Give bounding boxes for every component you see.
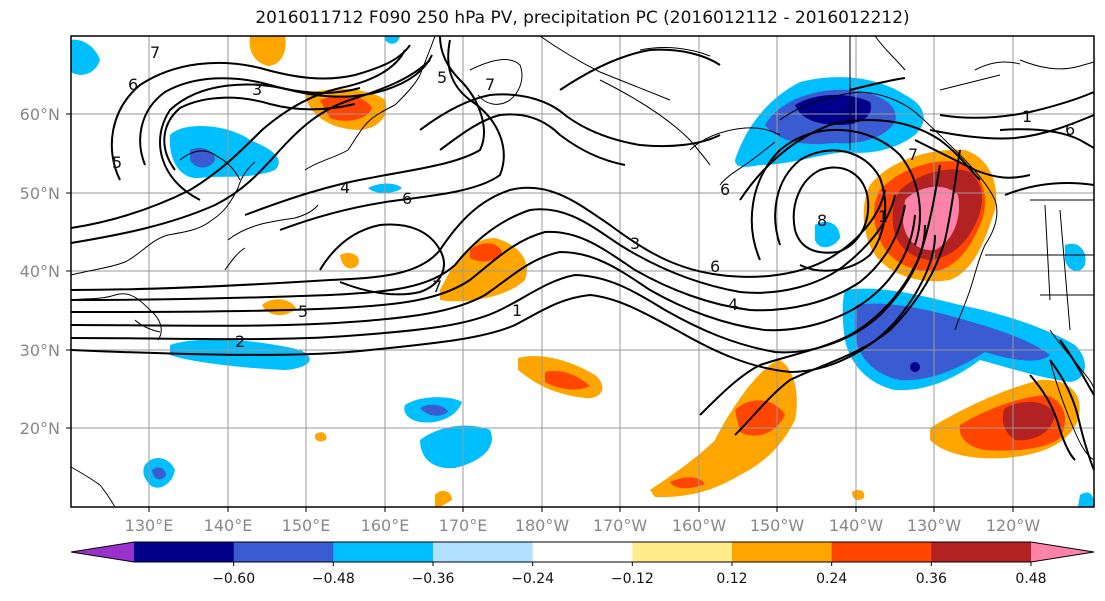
contour-labels: 7 6 3 5 5 7 6 4 7 6 1 5 2 3 6 4 8 1 7 6 … [112, 43, 1075, 351]
colorbar-segment [732, 542, 833, 562]
contour-label: 5 [298, 302, 308, 321]
colorbar-segment [134, 542, 235, 562]
colorbar-tick-label: 0.48 [1015, 571, 1046, 587]
pv-contours [70, 35, 1095, 471]
contour-label: 1 [1022, 107, 1032, 126]
colorbar-tick-label: 0.36 [916, 571, 947, 587]
colorbar-segment [333, 542, 434, 562]
axis-ticks [66, 113, 1014, 512]
contour-label: 7 [432, 277, 442, 296]
contour-label: 4 [728, 295, 738, 314]
contour-label: 6 [720, 180, 730, 199]
colorbar-segment [433, 542, 534, 562]
lon-label: 140°E [204, 516, 253, 535]
colorbar-extend-low [71, 542, 134, 562]
contour-label: 6 [710, 257, 720, 276]
gridlines [71, 36, 1094, 507]
lon-label: 160°E [361, 516, 410, 535]
colorbar-tick-label: −0.60 [212, 571, 255, 587]
colorbar-tick-label: −0.12 [611, 571, 654, 587]
contour-label: 1 [878, 207, 888, 226]
colorbar-outline [70, 541, 1095, 563]
colorbar-tick-label: 0.24 [816, 571, 847, 587]
lon-label: 140°W [829, 516, 884, 535]
contour-label: 8 [817, 211, 827, 230]
contour-label: 3 [630, 234, 640, 253]
lon-label: 130°W [907, 516, 962, 535]
map-title: 2016011712 F090 250 hPa PV, precipitatio… [255, 8, 910, 28]
coastlines [70, 35, 1095, 508]
lon-label: 160°W [672, 516, 727, 535]
colorbar-segment [532, 542, 633, 562]
lon-label: 130°E [125, 516, 174, 535]
contour-label: 7 [485, 75, 495, 94]
lat-label: 20°N [20, 419, 60, 438]
contour-label: 6 [1065, 120, 1075, 139]
contour-label: 3 [252, 80, 262, 99]
colorbar-segment [233, 542, 334, 562]
lon-label: 170°E [439, 516, 488, 535]
contour-label: 5 [437, 68, 447, 87]
colorbar-tick-label: −0.48 [312, 571, 355, 587]
contour-label: 1 [512, 301, 522, 320]
contour-label: 7 [908, 145, 918, 164]
lon-label: 150°W [750, 516, 805, 535]
colorbar-segment [632, 542, 733, 562]
colorbar-extend-high [1031, 542, 1094, 562]
contour-label: 4 [340, 178, 350, 197]
colorbar-segment [831, 542, 932, 562]
colorbar-segment [931, 542, 1032, 562]
lon-label: 150°E [282, 516, 331, 535]
contour-label: 5 [112, 153, 122, 172]
precipitation-shading [71, 36, 1094, 507]
contour-label: 7 [150, 43, 160, 62]
lat-label: 60°N [20, 105, 60, 124]
lat-label: 50°N [20, 184, 60, 203]
colorbar: −0.60 −0.48 −0.36 −0.24 −0.12 0.12 0.24 0.36 0.4… [70, 541, 1095, 587]
lon-label: 120°W [986, 516, 1041, 535]
contour-label: 6 [128, 75, 138, 94]
colorbar-tick-label: −0.36 [412, 571, 455, 587]
latitude-labels: 60°N 50°N 40°N 30°N 20°N [20, 105, 60, 438]
longitude-labels: 130°E 140°E 150°E 160°E 170°E 180°W 170°… [125, 516, 1041, 535]
contour-label: 6 [402, 189, 412, 208]
colorbar-tick-label: 0.12 [716, 571, 747, 587]
contour-label: 2 [235, 332, 245, 351]
lon-label: 180°W [515, 516, 570, 535]
colorbar-tick-label: −0.24 [511, 571, 554, 587]
lat-label: 40°N [20, 262, 60, 281]
lat-label: 30°N [20, 341, 60, 360]
lon-label: 170°W [593, 516, 648, 535]
